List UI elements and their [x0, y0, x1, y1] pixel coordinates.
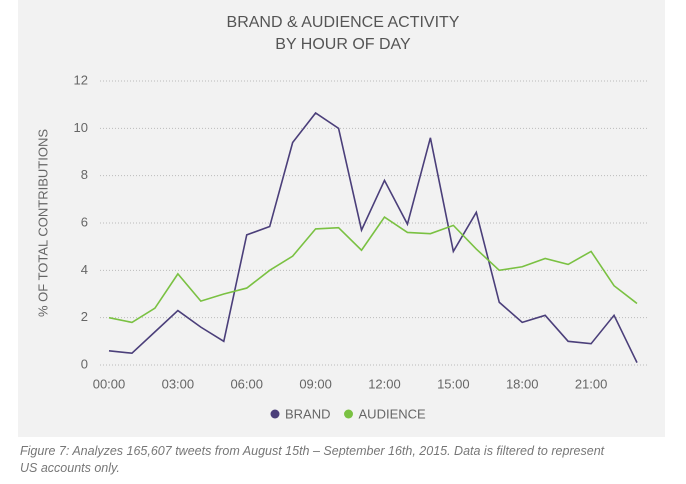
- y-tick-label: 12: [74, 72, 88, 87]
- y-tick-label: 6: [81, 214, 88, 229]
- chart-background: [18, 0, 665, 437]
- legend-label: BRAND: [285, 406, 331, 421]
- y-tick-label: 8: [81, 167, 88, 182]
- caption-line: Figure 7: Analyzes 165,607 tweets from A…: [20, 444, 605, 458]
- data-line: [108, 111, 638, 363]
- data-line: [108, 215, 638, 324]
- legend-label: AUDIENCE: [359, 406, 427, 421]
- x-tick-label: 18:00: [506, 376, 539, 391]
- x-tick-label: 12:00: [368, 376, 401, 391]
- x-tick-label: 06:00: [230, 376, 263, 391]
- caption-line: US accounts only.: [20, 461, 120, 475]
- x-tick-label: 00:00: [93, 376, 126, 391]
- chart-title: BY HOUR OF DAY: [275, 36, 411, 53]
- x-tick-label: 15:00: [437, 376, 470, 391]
- y-tick-label: 4: [81, 262, 88, 277]
- y-tick-label: 10: [74, 120, 88, 135]
- chart-title: BRAND & AUDIENCE ACTIVITY: [227, 14, 460, 31]
- legend-marker: [344, 409, 354, 419]
- legend-marker: [270, 409, 280, 419]
- y-tick-label: 0: [81, 356, 88, 371]
- chart: BRAND & AUDIENCE ACTIVITY BY HOUR OF DAY…: [18, 0, 665, 437]
- x-tick-label: 21:00: [575, 376, 608, 391]
- y-axis-label: % OF TOTAL CONTRIBUTIONS: [35, 129, 50, 317]
- x-tick-label: 09:00: [299, 376, 332, 391]
- caption: Figure 7: Analyzes 165,607 tweets from A…: [20, 443, 604, 477]
- y-tick-label: 2: [81, 309, 88, 324]
- x-tick-label: 03:00: [162, 376, 195, 391]
